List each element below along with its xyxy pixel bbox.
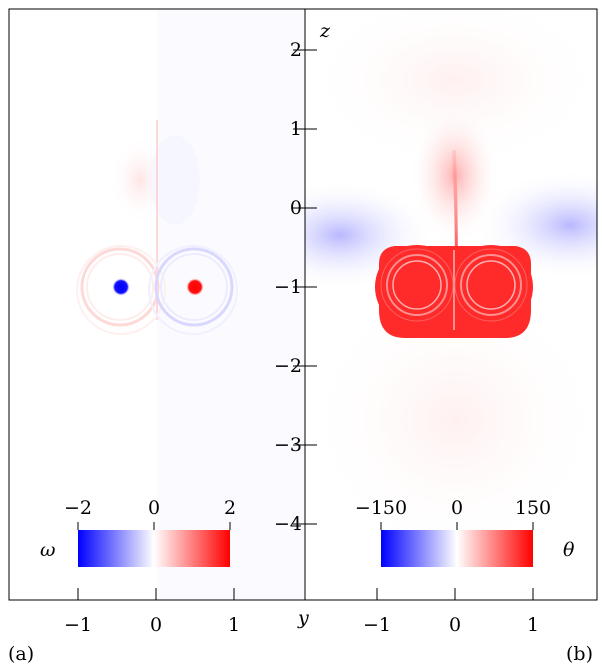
colorbar-b: −150 0 150 θ — [355, 497, 575, 567]
panel-a-heatmap — [9, 9, 305, 600]
panel-a-x-tick-label: 0 — [150, 614, 162, 636]
positive-vortex-core — [186, 278, 204, 296]
panel-b-x-tick-label: 0 — [449, 614, 461, 636]
panel-b-heatmap — [305, 9, 597, 600]
y-axis-label: y — [297, 607, 309, 629]
colorbar-a-label: ω — [40, 539, 56, 561]
colorbar-tick-label: −2 — [64, 497, 92, 519]
colorbar-a: −2 0 2 ω — [40, 497, 236, 567]
z-tick-label: −3 — [274, 434, 302, 456]
z-axis-label: z — [319, 20, 331, 42]
panel-a-label: (a) — [8, 643, 34, 665]
z-tick-label: −4 — [274, 513, 302, 535]
z-tick-label: −1 — [274, 276, 302, 298]
colorbar-b-label: θ — [563, 539, 575, 561]
z-tick-label: 2 — [290, 39, 302, 61]
panel-a-x-tick-label: −1 — [64, 614, 92, 636]
x-ticks: −1 0 1 −1 0 1 — [64, 588, 539, 636]
colorbar-tick-label: 0 — [451, 497, 463, 519]
panel-b-label: (b) — [566, 643, 593, 665]
colorbar-tick-label: 0 — [148, 497, 160, 519]
panel-a-x-tick-label: 1 — [228, 614, 240, 636]
colorbar-tick-label: 2 — [224, 497, 236, 519]
y-ticks: 2 1 0 −1 −2 −3 −4 — [274, 39, 317, 535]
colorbar-tick-label: −150 — [355, 497, 407, 519]
axes: −1 0 1 −1 0 1 2 1 0 −1 −2 −3 −4 — [8, 8, 598, 636]
z-tick-label: 1 — [290, 118, 302, 140]
negative-vortex-core — [112, 278, 130, 296]
panel-b-x-tick-label: 1 — [527, 614, 539, 636]
z-tick-label: −2 — [274, 355, 302, 377]
panel-b-x-tick-label: −1 — [363, 614, 391, 636]
colorbar-tick-label: 150 — [515, 497, 551, 519]
z-tick-label: 0 — [290, 197, 302, 219]
